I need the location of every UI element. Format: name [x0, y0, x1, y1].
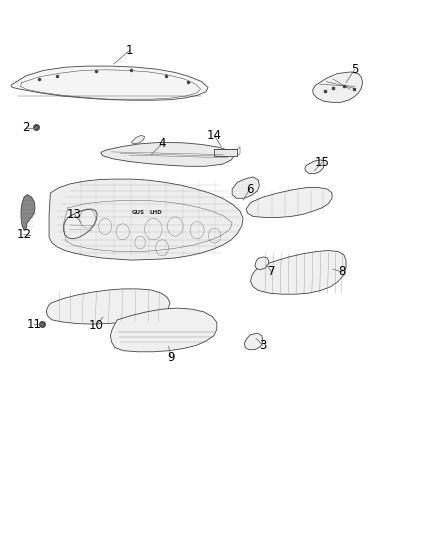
Text: 4: 4	[158, 138, 166, 150]
Polygon shape	[64, 209, 97, 239]
Polygon shape	[305, 160, 324, 174]
Text: 8: 8	[338, 265, 345, 278]
Text: 10: 10	[89, 319, 104, 332]
Polygon shape	[246, 188, 332, 217]
Text: 12: 12	[17, 228, 32, 241]
Text: 1: 1	[125, 44, 133, 57]
Polygon shape	[214, 149, 237, 156]
Polygon shape	[131, 135, 145, 144]
Text: 13: 13	[67, 208, 82, 221]
Text: 2: 2	[22, 122, 30, 134]
Polygon shape	[255, 257, 269, 270]
Polygon shape	[313, 72, 363, 102]
Polygon shape	[101, 142, 234, 166]
Text: 6: 6	[246, 183, 254, 196]
Polygon shape	[251, 251, 346, 294]
Text: 7: 7	[268, 265, 276, 278]
Text: 11: 11	[27, 318, 42, 330]
Polygon shape	[11, 66, 208, 100]
Polygon shape	[110, 308, 217, 352]
Text: 3: 3	[259, 339, 266, 352]
Text: 9: 9	[167, 351, 175, 364]
Polygon shape	[21, 195, 35, 230]
Text: LHD: LHD	[149, 209, 162, 215]
Text: 14: 14	[207, 130, 222, 142]
Polygon shape	[232, 177, 259, 198]
Text: GUS: GUS	[131, 209, 145, 215]
Text: 15: 15	[314, 156, 329, 169]
Polygon shape	[46, 289, 170, 324]
Polygon shape	[49, 179, 243, 260]
Polygon shape	[244, 333, 263, 350]
Text: 5: 5	[351, 63, 358, 76]
